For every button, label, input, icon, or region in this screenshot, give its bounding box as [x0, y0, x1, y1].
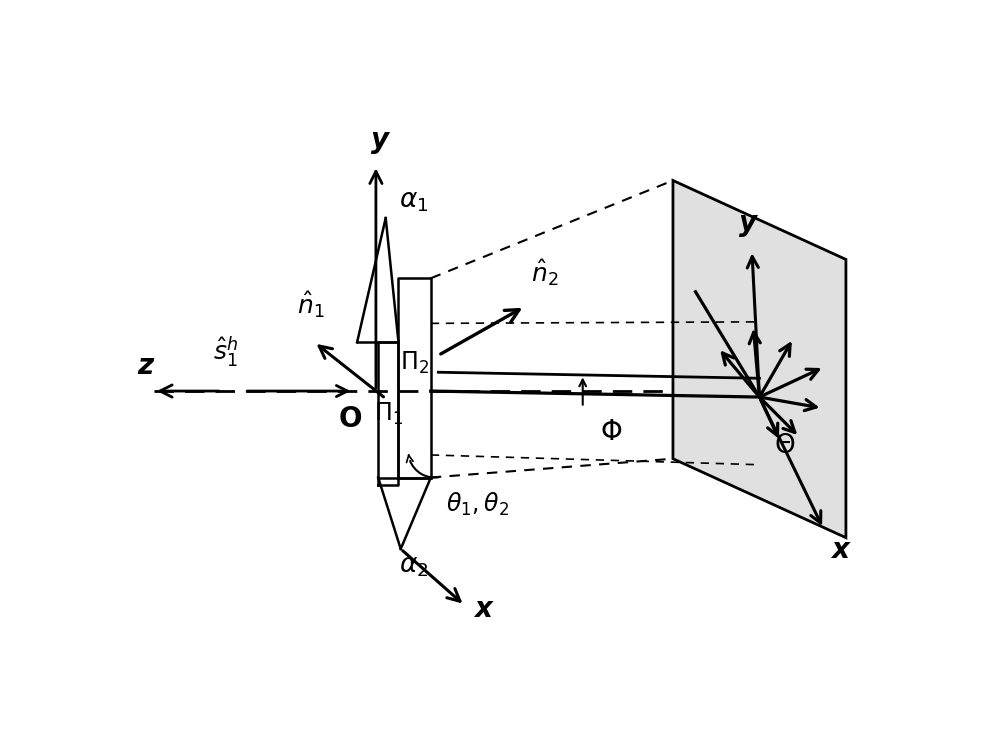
Text: $\theta_1, \theta_2$: $\theta_1, \theta_2$ [446, 490, 509, 517]
Text: y: y [371, 126, 389, 154]
Text: O: O [339, 405, 362, 432]
Text: $\hat{n}_2$: $\hat{n}_2$ [531, 257, 558, 287]
Text: $\Phi$: $\Phi$ [600, 418, 622, 447]
Text: x: x [831, 536, 849, 564]
Text: z: z [137, 352, 153, 380]
Polygon shape [673, 180, 846, 538]
Text: y: y [739, 209, 757, 237]
Text: $\alpha_1$: $\alpha_1$ [399, 188, 429, 214]
Text: x: x [474, 595, 492, 623]
Text: $\Pi_2$: $\Pi_2$ [400, 350, 429, 376]
Text: $\alpha_2$: $\alpha_2$ [399, 553, 429, 579]
Text: $\Theta$: $\Theta$ [774, 433, 796, 459]
Text: $\hat{n}_1$: $\hat{n}_1$ [297, 289, 324, 320]
Text: $\Pi_1$: $\Pi_1$ [374, 401, 403, 426]
Text: $\hat{s}_1^h$: $\hat{s}_1^h$ [213, 335, 238, 370]
